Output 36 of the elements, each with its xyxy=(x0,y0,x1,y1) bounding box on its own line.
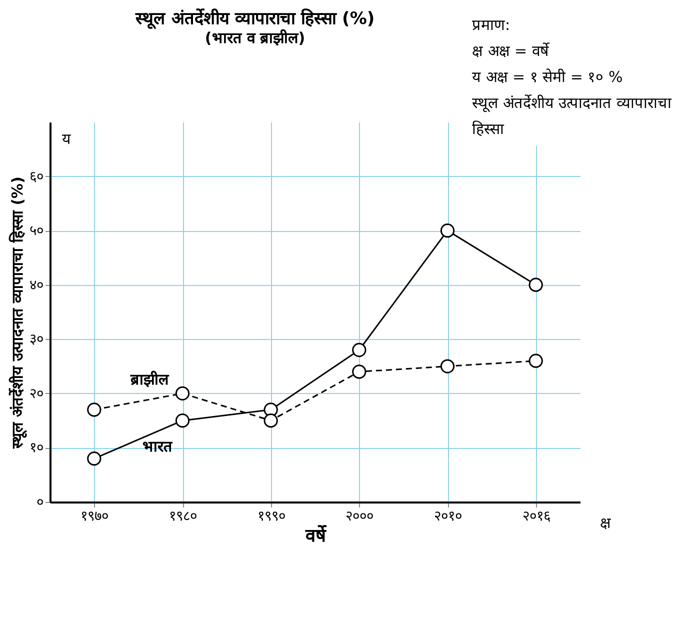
x-tick-label: १९८० xyxy=(169,508,197,524)
point xyxy=(440,224,455,238)
y-tick-label: २० xyxy=(30,386,44,402)
y-tick-label: ६० xyxy=(30,168,44,185)
y-tick-label: ० xyxy=(36,494,44,510)
text: क्ष अक्ष = वर्षे xyxy=(472,41,551,62)
annotation: स्थूल अंतर्देशीय उत्पादनात व्यापाराचा हिस्सा xyxy=(472,93,672,140)
y-axis-title: स्थूल अंतर्देशीय उत्पादनात व्यापाराचा हिस्सा (%) xyxy=(8,176,28,450)
text: य अक्ष = १ सेमी = १० % xyxy=(472,67,624,88)
text: प्रमाण: xyxy=(472,15,512,36)
point xyxy=(528,354,543,368)
series-label: ब्राझील xyxy=(130,370,170,388)
point xyxy=(352,364,366,379)
y-tick-label: ४० xyxy=(30,277,44,294)
series-label: भारत xyxy=(142,438,174,456)
x-tick-label: २००० xyxy=(346,508,374,524)
point xyxy=(87,452,102,466)
x-tick-label: २०१० xyxy=(434,508,462,524)
chart-title: स्थूल अंतर्देशीय व्यापाराचा हिस्सा (%) xyxy=(134,8,375,30)
y-tick-label: १० xyxy=(30,440,44,456)
y-tick-label: ३० xyxy=(30,332,44,348)
annotation: य xyxy=(62,129,71,148)
point xyxy=(440,359,455,374)
point xyxy=(87,402,102,417)
chart-subtitle: (भारत व ब्राझील) xyxy=(204,29,306,47)
y-tick-label: ५० xyxy=(30,223,44,240)
x-tick-label: १९९० xyxy=(257,508,286,524)
point xyxy=(352,342,366,358)
text: क्ष xyxy=(600,513,611,532)
point xyxy=(528,278,543,292)
x-tick-label: २०१६ xyxy=(522,508,550,524)
x-tick-label: १९७० xyxy=(80,508,109,524)
point xyxy=(175,386,190,400)
point xyxy=(175,414,190,428)
x-axis-title: वर्षे xyxy=(304,524,328,546)
point xyxy=(264,414,278,428)
